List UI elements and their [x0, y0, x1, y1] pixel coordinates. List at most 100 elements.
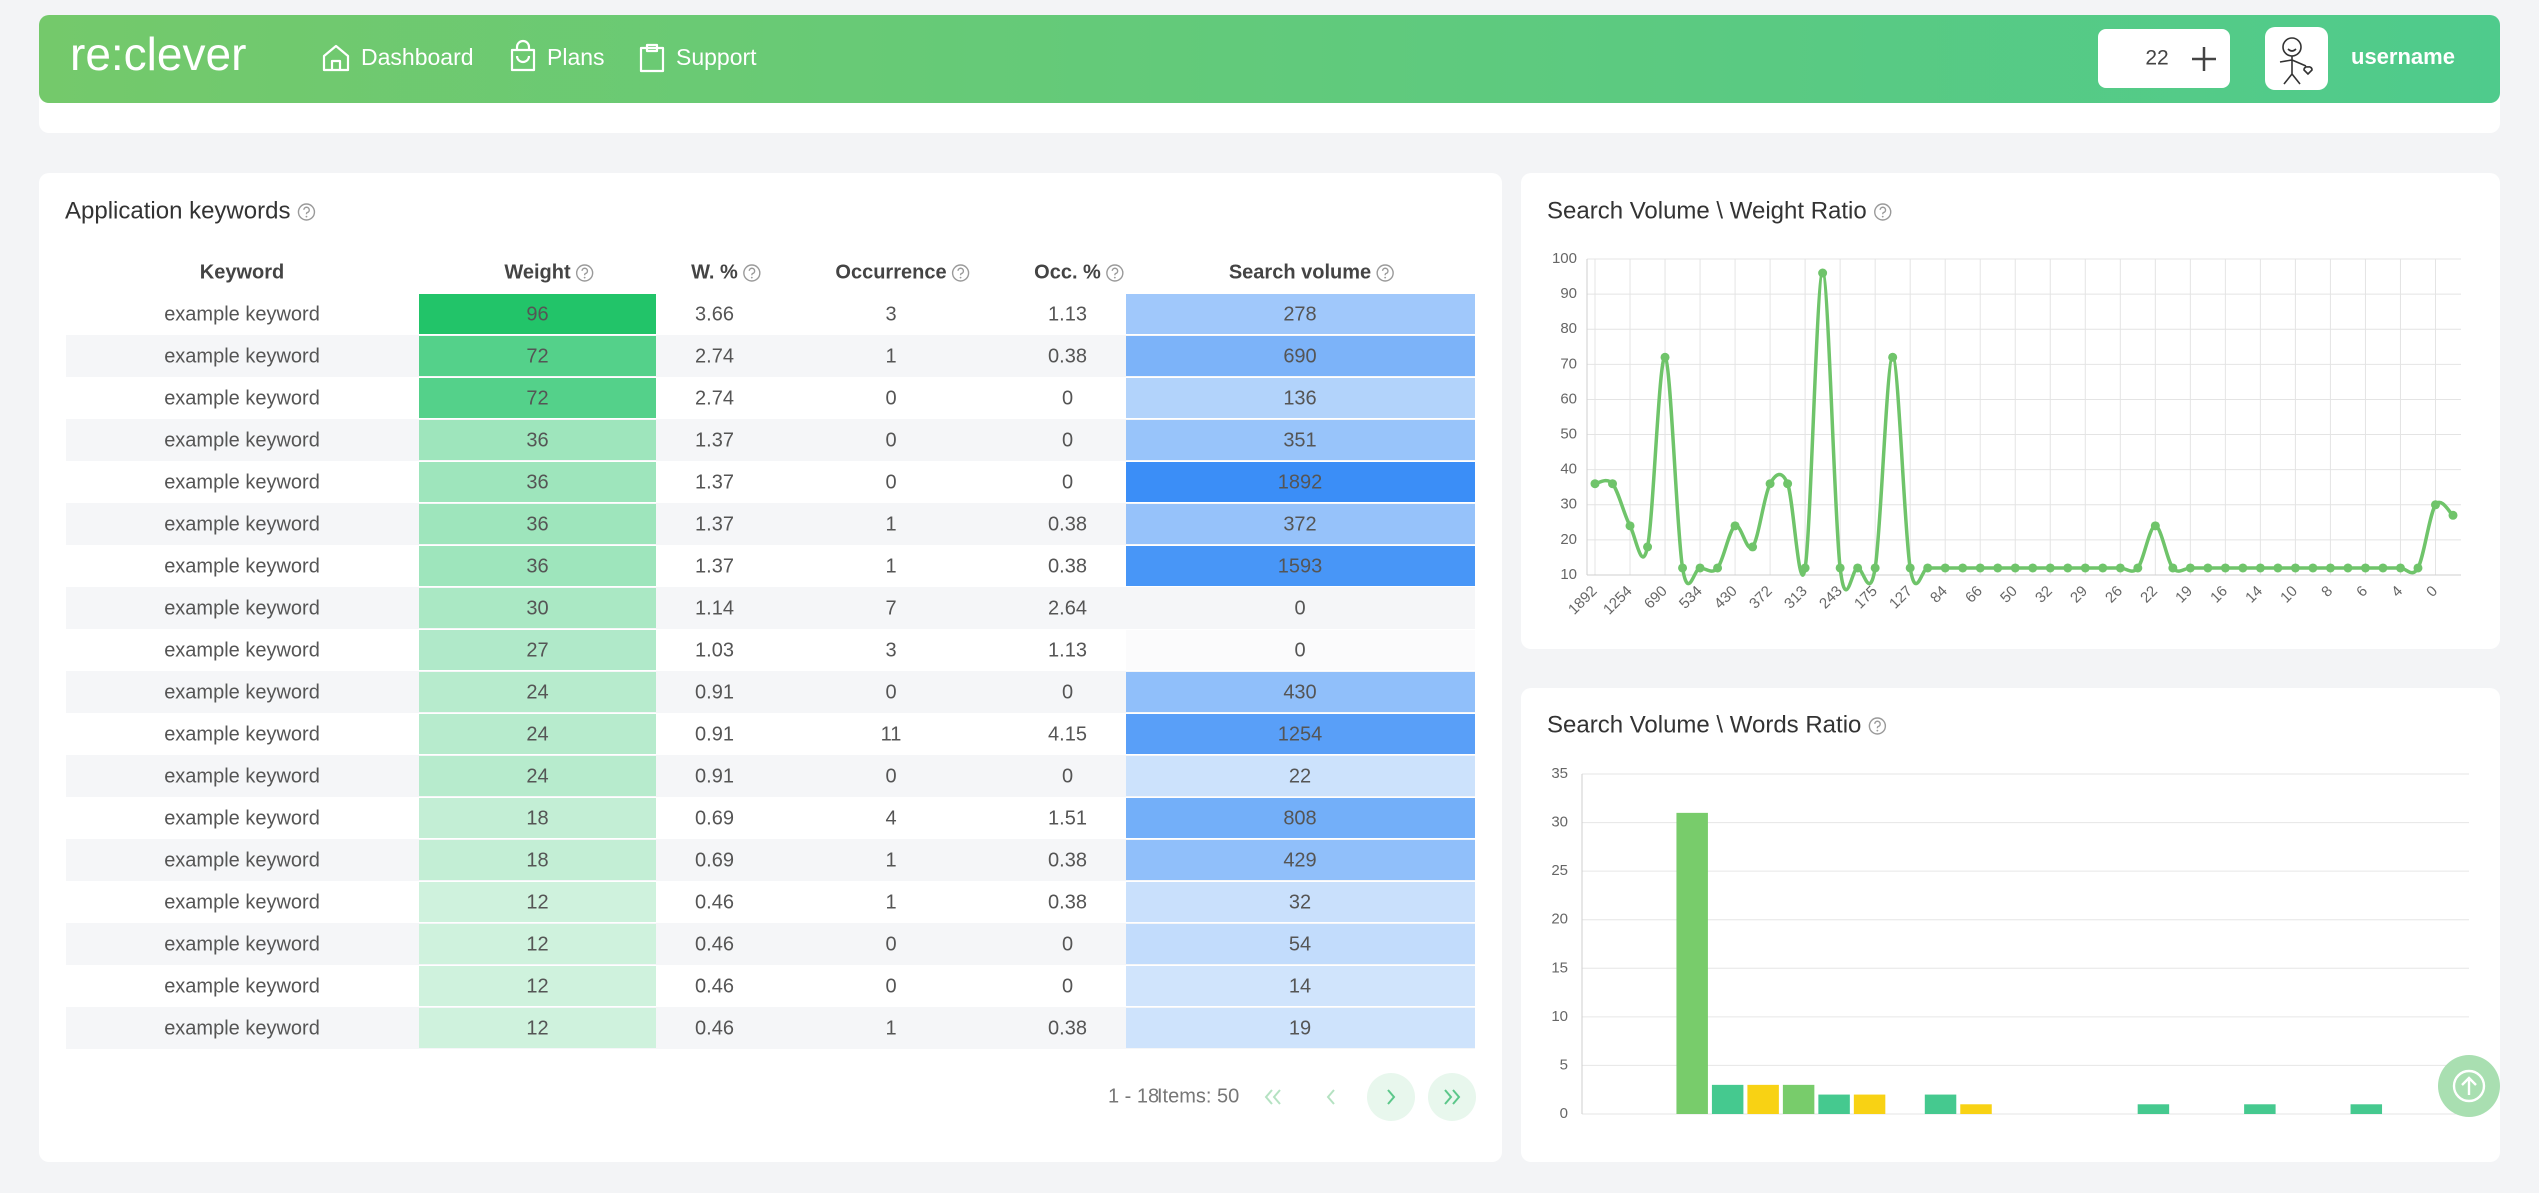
- table-cell: 0.69: [695, 807, 734, 829]
- help-dot: [1876, 729, 1879, 732]
- point: [2063, 563, 2073, 573]
- volume-cell: [1126, 1008, 1475, 1048]
- table-cell: 0.38: [1048, 345, 1087, 367]
- chart-title: Search Volume \ Words Ratio: [1547, 711, 1861, 738]
- column-header: Keyword: [200, 261, 284, 283]
- table-cell: 0: [885, 471, 896, 493]
- table-cell: 1593: [1278, 555, 1323, 577]
- table-cell: 22: [1289, 765, 1311, 787]
- table-cell: 4: [885, 807, 896, 829]
- logo[interactable]: re:clever: [70, 28, 246, 80]
- point: [1853, 563, 1863, 573]
- point: [2290, 563, 2300, 573]
- table-cell: 0: [1062, 387, 1073, 409]
- table-cell: 1.13: [1048, 303, 1087, 325]
- weight-cell: [419, 504, 656, 544]
- point: [2430, 500, 2440, 510]
- table-cell: 72: [526, 345, 548, 367]
- point: [2185, 563, 2195, 573]
- help-dot: [750, 276, 753, 279]
- volume-cell: [1126, 840, 1475, 880]
- table-cell: 0.38: [1048, 849, 1087, 871]
- weight-cell: [419, 966, 656, 1006]
- table-cell: 0.46: [695, 933, 734, 955]
- nav-link[interactable]: Dashboard: [361, 44, 474, 70]
- username[interactable]: username: [2351, 44, 2455, 69]
- y-tick-label: 30: [1551, 814, 1568, 831]
- table-cell: 27: [526, 639, 548, 661]
- nav-link[interactable]: Support: [676, 44, 757, 70]
- point: [2413, 563, 2423, 573]
- table-cell: 24: [526, 765, 548, 787]
- table-cell: 1: [885, 513, 896, 535]
- last-page[interactable]: [1444, 1089, 1461, 1105]
- plus-button[interactable]: [2192, 47, 2216, 71]
- y-tick-label: 10: [1551, 1008, 1568, 1025]
- point: [1678, 563, 1688, 573]
- table-cell: 0.38: [1048, 891, 1087, 913]
- help-icon: [1874, 203, 1892, 221]
- point: [1765, 479, 1775, 489]
- volume-cell: [1126, 714, 1475, 754]
- table-cell: 54: [1289, 933, 1311, 955]
- point: [2150, 521, 2160, 531]
- column-header: Occurrence: [835, 261, 946, 283]
- table-cell: example keyword: [164, 933, 320, 955]
- point: [1713, 563, 1723, 573]
- y-tick-label: 40: [1560, 461, 1577, 478]
- table-cell: 3.66: [695, 303, 734, 325]
- point: [2115, 563, 2125, 573]
- weight-cell: [419, 420, 656, 460]
- table-cell: 18: [526, 807, 548, 829]
- table-cell: 0.69: [695, 849, 734, 871]
- help-glyph: [957, 267, 965, 276]
- table-cell: 351: [1283, 429, 1316, 451]
- table-cell: 1.51: [1048, 807, 1087, 829]
- y-tick-label: 70: [1560, 355, 1577, 372]
- help-dot: [959, 276, 962, 279]
- table-cell: 0.91: [695, 681, 734, 703]
- help-circle: [951, 264, 970, 282]
- next-page[interactable]: [1387, 1089, 1396, 1105]
- table-cell: 1.37: [695, 513, 734, 535]
- y-tick-label: 20: [1551, 911, 1568, 928]
- table-cell: 0: [1294, 639, 1305, 661]
- table-cell: 0: [1062, 429, 1073, 451]
- volume-cell: [1126, 378, 1475, 418]
- bag-icon: [510, 39, 536, 72]
- point: [1975, 563, 1985, 573]
- avatar[interactable]: [2265, 27, 2328, 90]
- volume-cell: [1126, 462, 1475, 502]
- scroll-top-icon: [2452, 1069, 2486, 1103]
- prev-page[interactable]: [1326, 1089, 1335, 1105]
- table-cell: 0.38: [1048, 513, 1087, 535]
- volume-cell: [1126, 798, 1475, 838]
- table-cell: example keyword: [164, 975, 320, 997]
- bar: [1924, 1094, 1957, 1114]
- volume-cell: [1126, 336, 1475, 376]
- help-dot: [1384, 276, 1387, 279]
- point: [1783, 479, 1793, 489]
- y-tick-label: 80: [1560, 320, 1577, 337]
- point: [1940, 563, 1950, 573]
- point: [2080, 563, 2090, 573]
- table-cell: 1.37: [695, 429, 734, 451]
- point: [2168, 563, 2178, 573]
- table-cell: 0.46: [695, 975, 734, 997]
- bar: [1818, 1094, 1850, 1114]
- volume-cell: [1126, 630, 1475, 670]
- point: [2098, 563, 2108, 573]
- next-page-bg[interactable]: [1367, 1073, 1415, 1121]
- first-page[interactable]: [1264, 1089, 1281, 1105]
- table-cell: example keyword: [164, 807, 320, 829]
- nav-link[interactable]: Plans: [547, 44, 605, 70]
- point: [1695, 563, 1705, 573]
- weight-cell: [419, 756, 656, 796]
- help-glyph: [581, 267, 589, 276]
- table-cell: 36: [526, 471, 548, 493]
- table-cell: 372: [1283, 513, 1316, 535]
- table-title: Application keywords: [65, 197, 290, 224]
- table-cell: 1: [885, 555, 896, 577]
- help-icon: [1106, 264, 1124, 282]
- help-icon: [951, 264, 970, 282]
